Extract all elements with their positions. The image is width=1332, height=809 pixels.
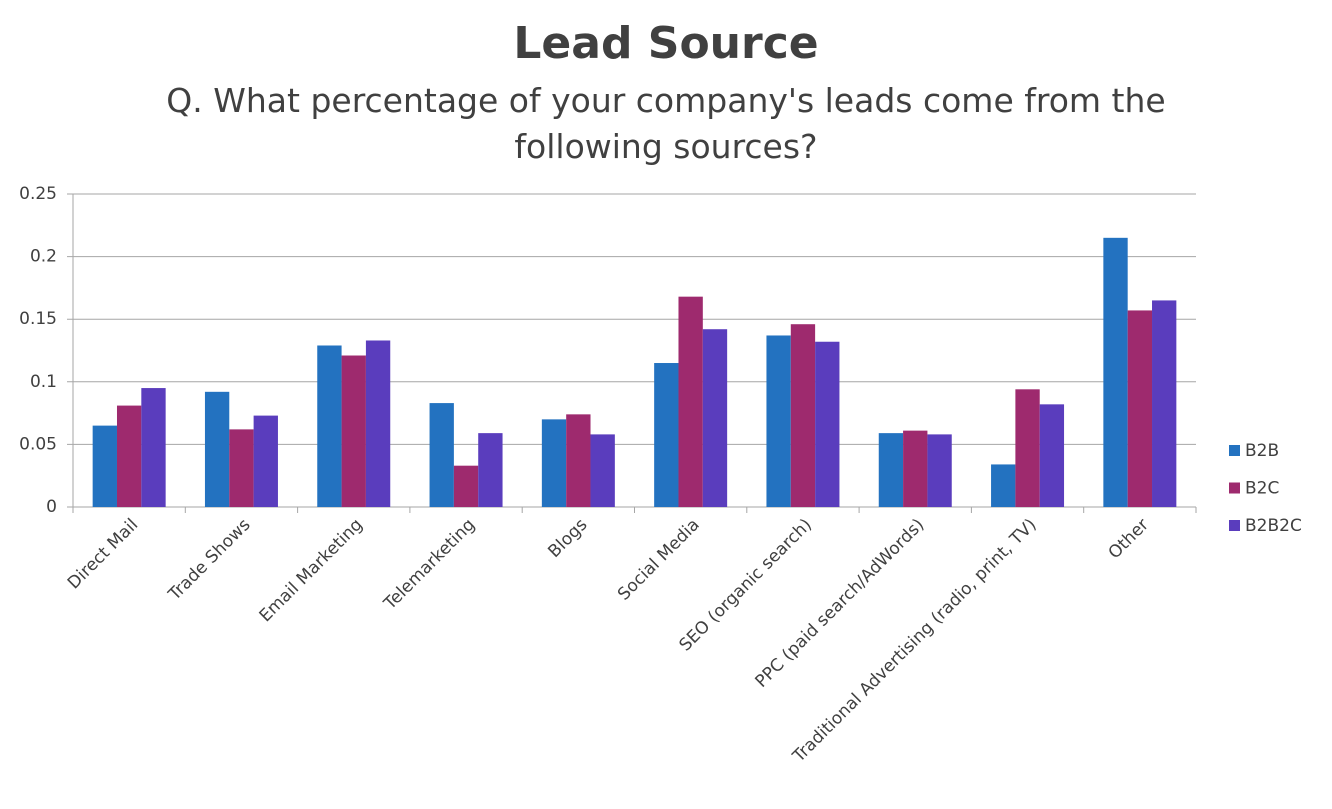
y-tick-label: 0.1: [30, 372, 57, 392]
x-tick-label: Traditional Advertising (radio, print, T…: [788, 515, 1040, 767]
bar: [229, 429, 254, 507]
chart-subtitle: Q. What percentage of your company's lea…: [166, 81, 1166, 166]
legend-label: B2B: [1245, 441, 1279, 461]
bar: [317, 345, 342, 507]
bar: [341, 355, 366, 507]
legend-swatch: [1229, 445, 1240, 456]
bar: [1127, 310, 1153, 507]
legend-label: B2C: [1245, 479, 1279, 499]
bar: [141, 388, 166, 507]
bar: [991, 464, 1016, 507]
x-tick-label: Other: [1105, 515, 1153, 563]
legend-swatch: [1229, 482, 1240, 494]
y-tick-label: 0.05: [19, 434, 57, 454]
chart-title: Lead Source: [513, 18, 819, 69]
bar: [1039, 404, 1065, 507]
x-tick-label: Trade Shows: [164, 515, 254, 605]
x-tick-label: Blogs: [544, 515, 591, 562]
x-tick-label: Social Media: [614, 515, 704, 605]
bar: [766, 335, 791, 507]
bar: [566, 414, 591, 507]
x-tick-label: Telemarketing: [380, 515, 480, 615]
bar: [815, 341, 840, 507]
bar: [903, 430, 928, 507]
bar: [1152, 300, 1177, 507]
bar: [1103, 237, 1128, 507]
bar: [590, 434, 615, 507]
bar: [204, 391, 230, 507]
bar: [429, 403, 454, 507]
bar: [478, 433, 503, 507]
y-tick-label: 0.15: [19, 309, 57, 329]
bar: [453, 465, 479, 507]
bar: [253, 415, 278, 507]
bar: [116, 405, 142, 507]
bar: [678, 296, 703, 507]
x-tick-label: Email Marketing: [256, 515, 367, 626]
bar: [1015, 389, 1040, 507]
x-tick-label: Direct Mail: [64, 515, 142, 593]
bar: [654, 363, 679, 507]
bar: [702, 329, 728, 507]
bar: [927, 434, 952, 507]
legend-label: B2B2C: [1245, 516, 1302, 536]
legend-swatch: [1229, 520, 1240, 531]
bar: [365, 340, 391, 507]
bar: [878, 433, 904, 507]
bar: [790, 324, 816, 507]
y-tick-label: 0: [46, 497, 57, 517]
y-tick-label: 0.25: [19, 184, 57, 204]
bar: [541, 419, 567, 507]
y-tick-label: 0.2: [30, 247, 57, 267]
bar: [92, 425, 117, 507]
